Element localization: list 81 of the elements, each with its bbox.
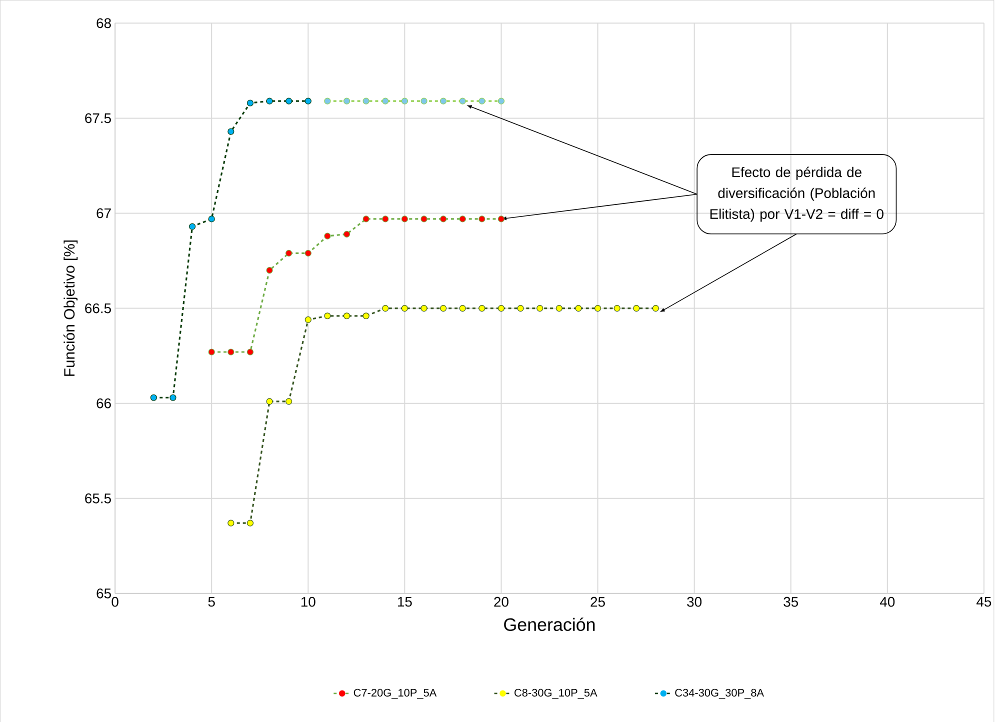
point <box>382 215 389 222</box>
point <box>343 230 350 238</box>
x-tick-label: 10 <box>301 596 316 607</box>
point <box>208 215 215 222</box>
point <box>266 266 273 274</box>
point <box>401 98 408 104</box>
point <box>246 99 254 106</box>
x-axis-title: Generación <box>504 617 595 631</box>
x-tick-label: 35 <box>784 596 798 607</box>
point <box>401 304 408 312</box>
point <box>440 98 447 104</box>
point <box>362 312 370 319</box>
point <box>188 223 196 230</box>
point <box>420 304 428 312</box>
y-tick-label: 65 <box>96 588 111 598</box>
point <box>420 98 428 104</box>
point <box>478 98 486 104</box>
point <box>266 98 273 104</box>
point <box>286 398 292 405</box>
point <box>304 250 312 256</box>
point <box>228 128 234 135</box>
point <box>246 520 254 526</box>
point <box>536 304 544 312</box>
point <box>420 215 428 222</box>
y-tick-label: 68 <box>96 18 111 28</box>
x-tick-label: 0 <box>112 596 118 607</box>
y-tick-label: 65.5 <box>85 493 111 504</box>
point <box>633 304 640 312</box>
point <box>286 250 292 256</box>
x-tick-label: 30 <box>687 596 702 607</box>
point <box>459 215 466 222</box>
point <box>517 304 524 312</box>
y-axis-title: Función Objetivo [%] <box>64 240 78 376</box>
point <box>556 304 562 312</box>
point <box>343 98 350 104</box>
legend-label: C7-20G_10P_5A <box>354 688 437 698</box>
y-tick-label: 66.5 <box>85 303 111 314</box>
point <box>440 215 447 222</box>
x-tick-label: 25 <box>590 596 605 607</box>
point <box>498 98 505 104</box>
point <box>228 520 234 526</box>
point <box>382 98 389 104</box>
x-tick-label: 45 <box>976 596 992 606</box>
x-tick-label: 15 <box>398 596 412 606</box>
x-tick-label: 20 <box>494 596 508 607</box>
point <box>208 348 215 356</box>
point <box>343 312 350 319</box>
point <box>362 98 370 104</box>
annotation: Efecto de pérdida de diversificación (Población Elitista) por V1-V2 = diff = 0 <box>710 166 884 222</box>
point <box>498 215 505 222</box>
point <box>246 348 254 356</box>
y-tick-label: 66 <box>96 398 111 408</box>
point <box>304 98 312 104</box>
point <box>478 304 486 312</box>
point <box>150 394 157 401</box>
point <box>304 316 312 323</box>
point <box>362 215 370 222</box>
y-tick-label: 67 <box>96 208 111 218</box>
x-tick-label: 5 <box>208 596 215 606</box>
point <box>594 304 602 312</box>
y-tick-label: 67.5 <box>85 113 111 123</box>
point <box>228 348 234 356</box>
point <box>324 232 331 240</box>
point <box>459 98 466 104</box>
point <box>478 215 486 222</box>
point <box>440 304 447 312</box>
point <box>170 394 176 401</box>
legend-label: C34-30G_30P_8A <box>675 688 764 698</box>
point <box>575 304 582 312</box>
point <box>324 312 331 319</box>
point <box>652 304 659 312</box>
legend-label: C8-30G_10P_5A <box>514 688 598 698</box>
point <box>324 98 331 104</box>
x-tick-label: 40 <box>880 596 895 607</box>
point <box>401 215 408 222</box>
point <box>266 398 273 405</box>
point <box>614 304 620 312</box>
point <box>459 304 466 312</box>
point <box>382 304 389 312</box>
point <box>498 304 505 312</box>
point <box>286 98 292 104</box>
